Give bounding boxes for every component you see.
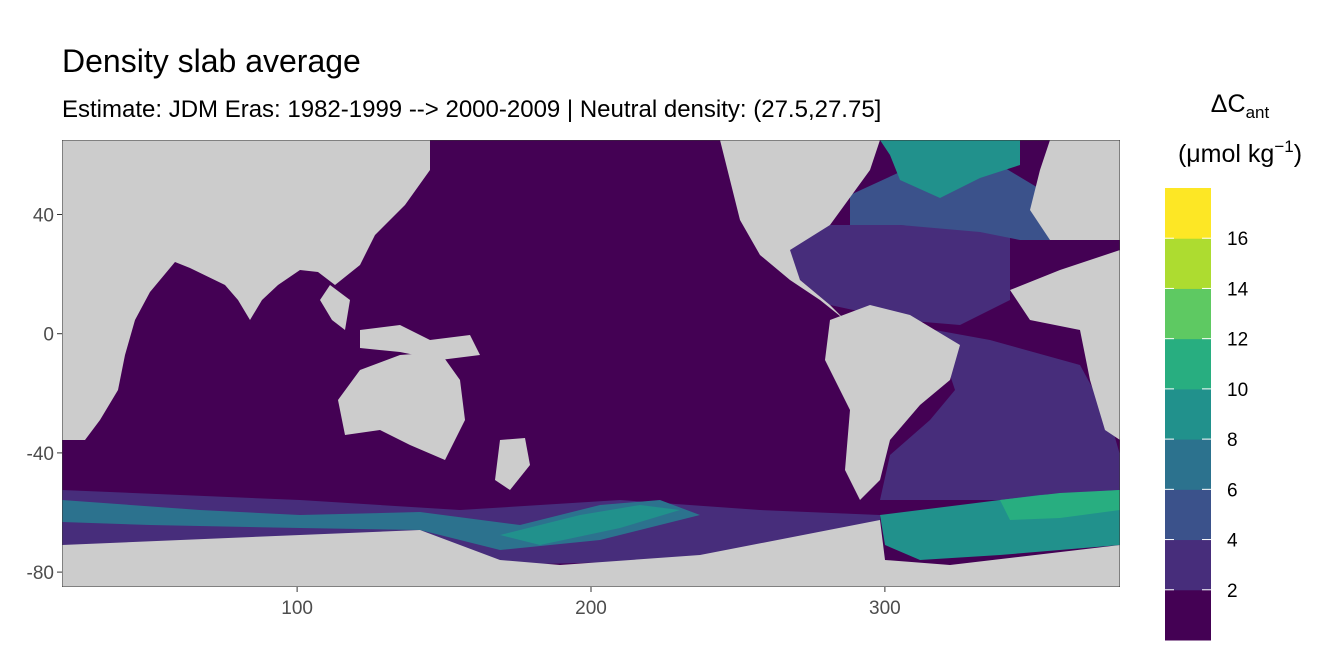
colorbar-label: 12 bbox=[1227, 330, 1248, 351]
legend-unit-sup: −1 bbox=[1274, 137, 1293, 156]
ocean-region bbox=[780, 225, 1010, 325]
colorbar-bin bbox=[1165, 288, 1211, 340]
land bbox=[825, 305, 960, 500]
land bbox=[495, 438, 530, 490]
ocean-region bbox=[850, 165, 1050, 240]
x-tick-label: 200 bbox=[575, 598, 607, 619]
ocean-region bbox=[880, 140, 1020, 198]
land bbox=[62, 140, 430, 440]
land bbox=[720, 140, 880, 320]
land bbox=[62, 520, 1120, 587]
legend-title: ΔCant bbox=[1211, 90, 1270, 122]
colorbar-label: 8 bbox=[1227, 430, 1238, 451]
colorbar-bin bbox=[1165, 489, 1211, 541]
ocean-region bbox=[880, 330, 1120, 500]
chart-title: Density slab average bbox=[62, 43, 361, 79]
colorbar-bin bbox=[1165, 439, 1211, 490]
colorbar-bin bbox=[1165, 188, 1211, 239]
land bbox=[338, 352, 465, 460]
colorbar-label: 10 bbox=[1227, 380, 1248, 401]
x-tick-label: 300 bbox=[869, 598, 901, 619]
land bbox=[360, 325, 480, 360]
map bbox=[62, 140, 1120, 587]
colorbar-label: 4 bbox=[1227, 531, 1238, 552]
chart-subtitle: Estimate: JDM Eras: 1982-1999 --> 2000-2… bbox=[62, 96, 881, 123]
legend-unit: (μmol kg−1) bbox=[1178, 137, 1302, 168]
ocean-region bbox=[500, 505, 680, 545]
y-tick-label: 0 bbox=[43, 325, 54, 346]
x-tick-label: 100 bbox=[281, 598, 313, 619]
legend: 2 4 6 8 10 12 14 16 bbox=[1165, 188, 1249, 641]
land bbox=[1010, 250, 1120, 440]
colorbar-bin bbox=[1165, 238, 1211, 289]
colorbar-bin bbox=[1165, 539, 1211, 591]
land bbox=[320, 285, 350, 330]
legend-title-main: ΔC bbox=[1211, 90, 1246, 118]
legend-title-sub: ant bbox=[1246, 103, 1270, 122]
colorbar-bin bbox=[1165, 589, 1211, 641]
y-tick-label: -40 bbox=[27, 444, 54, 465]
legend-unit-close: ) bbox=[1294, 140, 1302, 168]
colorbar-label: 2 bbox=[1227, 581, 1238, 602]
colorbar-label: 16 bbox=[1227, 229, 1248, 250]
colorbar-bin bbox=[1165, 338, 1211, 390]
legend-unit-main: (μmol kg bbox=[1178, 140, 1274, 168]
y-tick-label: -80 bbox=[27, 563, 54, 584]
ocean-region bbox=[1000, 490, 1120, 520]
colorbar-label: 6 bbox=[1227, 480, 1238, 501]
colorbar-label: 14 bbox=[1227, 279, 1249, 300]
land bbox=[1030, 140, 1120, 240]
colorbar-bin bbox=[1165, 388, 1211, 440]
y-tick-label: 40 bbox=[33, 206, 54, 227]
